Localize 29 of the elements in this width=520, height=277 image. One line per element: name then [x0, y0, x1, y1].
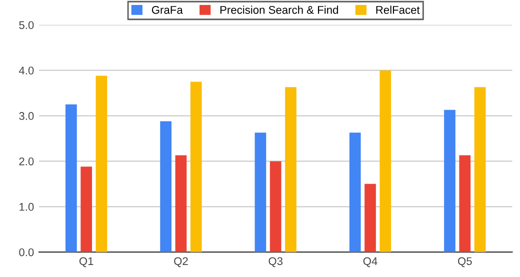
y-tick-label: 4.0: [18, 66, 34, 74]
bar: [160, 121, 172, 252]
x-tick-label: Q1: [79, 257, 94, 268]
x-tick-label: Q5: [458, 257, 472, 268]
y-tick-label: 1.0: [20, 202, 34, 211]
bar: [444, 110, 456, 252]
bar: [254, 132, 266, 252]
x-tick-label: Q3: [268, 257, 283, 268]
bar: [175, 155, 187, 252]
legend-label: RelFacet: [376, 6, 420, 14]
y-tick-label: 0.0: [19, 248, 34, 256]
bar: [459, 155, 471, 252]
x-tick-label: Q2: [174, 257, 188, 268]
legend-label: Precision Search & Find: [220, 6, 338, 14]
y-tick-label: 2.0: [19, 157, 34, 166]
bar: [474, 87, 486, 252]
y-tick-label: 5.0: [19, 21, 34, 30]
bar: [80, 166, 92, 252]
bar: [270, 161, 282, 252]
legend-label: GraFa: [152, 6, 183, 14]
bar: [285, 87, 296, 252]
bar: [190, 82, 202, 252]
bar: [380, 70, 392, 252]
y-tick-label: 3.0: [19, 112, 34, 120]
bar: [349, 132, 361, 252]
bar: [364, 184, 376, 252]
bar: [96, 76, 108, 252]
bar: [66, 104, 77, 252]
x-tick-label: Q4: [363, 257, 378, 268]
